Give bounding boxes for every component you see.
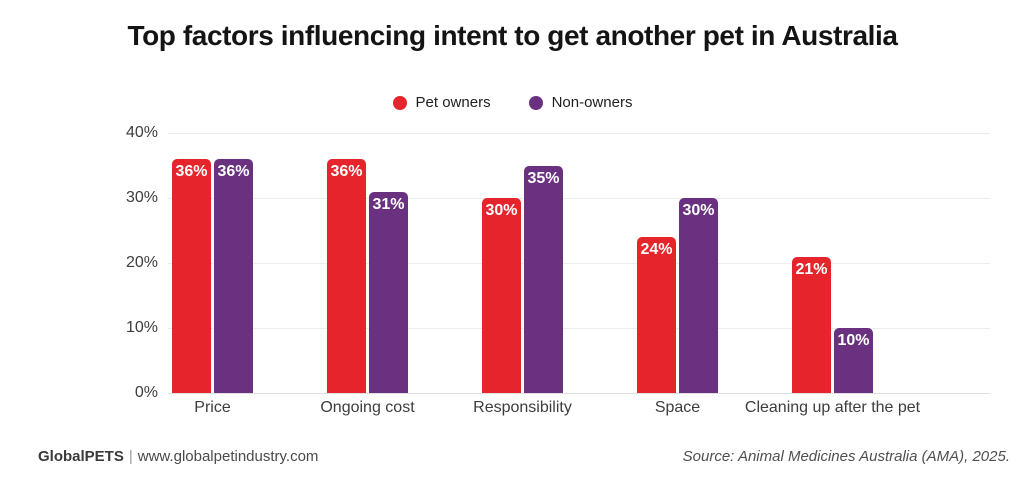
bar-value-label: 36%	[175, 163, 208, 180]
bar-value-label: 35%	[527, 169, 560, 187]
bar-non-owners: 35%	[524, 165, 563, 393]
y-axis-label: 0%	[134, 384, 158, 401]
bar-pet-owners: 24%	[637, 237, 676, 393]
bar-value-label: 10%	[837, 332, 870, 349]
footer-attribution: GlobalPETS | www.globalpetindustry.com	[38, 448, 318, 465]
footer-source: Source: Animal Medicines Australia (AMA)…	[682, 448, 1010, 465]
legend-dot-non-owners	[528, 95, 543, 110]
bar-pet-owners: 30%	[482, 198, 521, 393]
y-axis-label: 30%	[125, 189, 158, 206]
gridline	[168, 393, 990, 394]
x-axis-label: Cleaning up after the pet	[744, 399, 921, 416]
bar-value-label: 30%	[682, 202, 715, 219]
footer-brand: GlobalPETS	[38, 448, 124, 465]
legend-item-pet-owners: Pet owners	[392, 94, 491, 111]
bar-value-label: 30%	[485, 202, 518, 219]
legend-item-non-owners: Non-owners	[528, 94, 633, 111]
bar-pet-owners: 36%	[172, 159, 211, 393]
footer-website: www.globalpetindustry.com	[137, 448, 319, 465]
bar-pet-owners: 21%	[792, 256, 831, 393]
legend-dot-pet-owners	[392, 95, 407, 110]
bar-non-owners: 10%	[834, 328, 873, 393]
y-axis-label: 20%	[125, 254, 158, 271]
gridline	[168, 328, 990, 329]
x-axis-label: Responsibility	[473, 399, 572, 416]
bar-non-owners: 31%	[369, 191, 408, 393]
gridline	[168, 198, 990, 199]
bar-non-owners: 36%	[214, 159, 253, 393]
bar-value-label: 31%	[372, 195, 405, 213]
x-axis-label: Ongoing cost	[320, 399, 415, 416]
legend-label-non-owners: Non-owners	[551, 94, 633, 111]
bar-non-owners: 30%	[679, 198, 718, 393]
x-axis-label: Space	[654, 399, 701, 416]
legend: Pet owners Non-owners	[0, 94, 1025, 111]
bar-value-label: 21%	[795, 260, 828, 278]
bar-value-label: 24%	[640, 241, 673, 258]
gridline	[168, 133, 990, 134]
footer-separator: |	[128, 448, 133, 465]
chart-title: Top factors influencing intent to get an…	[127, 20, 898, 51]
gridline	[168, 263, 990, 264]
legend-label-pet-owners: Pet owners	[415, 94, 491, 111]
bar-pet-owners: 36%	[327, 159, 366, 393]
y-axis-label: 10%	[125, 319, 158, 336]
x-axis-label: Price	[194, 399, 231, 416]
bar-value-label: 36%	[330, 163, 363, 180]
y-axis-label: 40%	[125, 124, 158, 141]
bar-value-label: 36%	[217, 163, 250, 180]
